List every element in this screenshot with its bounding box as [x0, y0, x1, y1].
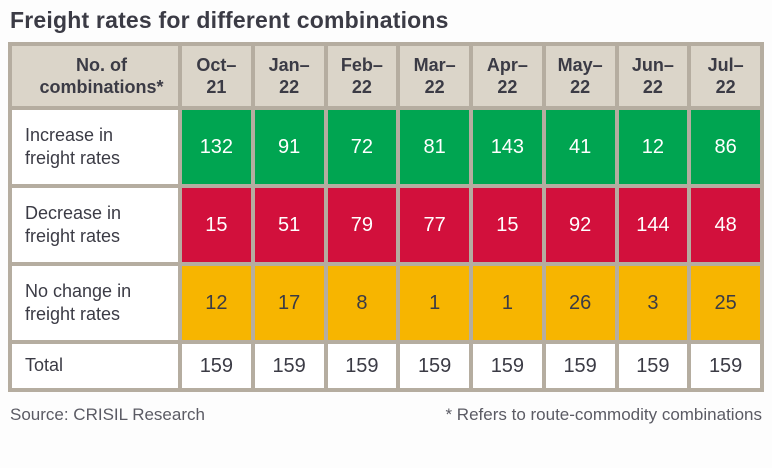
value-cell: 12: [614, 106, 692, 188]
value-cell: 132: [178, 106, 255, 188]
value-cell: 1: [469, 262, 546, 344]
value-cell: 86: [687, 106, 764, 188]
page-title: Freight rates for different combinations: [10, 7, 449, 33]
value-cell: 81: [396, 106, 473, 188]
value-cell: 1: [396, 262, 473, 344]
header-month: Apr– 22: [469, 42, 546, 110]
value-cell: 144: [614, 184, 692, 266]
value-cell: 41: [541, 106, 619, 188]
freight-rates-table: No. of combinations* Oct– 21 Jan– 22 Feb– …: [8, 42, 764, 392]
table-row: Increase in freight rates 132 91 72 81 143 41 1…: [8, 106, 764, 188]
value-cell: 25: [687, 262, 764, 344]
value-cell: 143: [469, 106, 546, 188]
header-month: Oct– 21: [178, 42, 255, 110]
value-cell: 15: [469, 184, 546, 266]
header-month: May– 22: [541, 42, 619, 110]
value-cell: 92: [541, 184, 619, 266]
value-cell: 159: [614, 340, 692, 392]
row-label: Increase in freight rates: [8, 106, 182, 188]
value-cell: 159: [250, 340, 328, 392]
table-footer: Source: CRISIL Research * Refers to rout…: [8, 392, 764, 425]
value-cell: 48: [687, 184, 764, 266]
header-month: Mar– 22: [396, 42, 473, 110]
row-label: No change in freight rates: [8, 262, 182, 344]
source-text: Source: CRISIL Research: [10, 405, 205, 424]
value-cell: 8: [323, 262, 401, 344]
row-label: Decrease in freight rates: [8, 184, 182, 266]
value-cell: 159: [396, 340, 473, 392]
table-row: Decrease in freight rates 15 51 79 77 15 92 144…: [8, 184, 764, 266]
value-cell: 77: [396, 184, 473, 266]
page: Freight rates for different combinations…: [8, 7, 764, 425]
header-month: Feb– 22: [323, 42, 401, 110]
footnote-text: * Refers to route-commodity combinations: [445, 405, 762, 424]
table-row: Total 159 159 159 159 159 159 159 159: [8, 340, 764, 392]
value-cell: 17: [250, 262, 328, 344]
value-cell: 159: [178, 340, 255, 392]
header-month: Jun– 22: [614, 42, 692, 110]
table-body: Increase in freight rates 132 91 72 81 143 41 1…: [8, 106, 764, 392]
table-header-row: No. of combinations* Oct– 21 Jan– 22 Feb– …: [8, 42, 764, 110]
value-cell: 159: [541, 340, 619, 392]
header-month: Jan– 22: [250, 42, 328, 110]
table-row: No change in freight rates 12 17 8 1 1 26 3 25: [8, 262, 764, 344]
value-cell: 159: [687, 340, 764, 392]
value-cell: 159: [323, 340, 401, 392]
value-cell: 79: [323, 184, 401, 266]
value-cell: 15: [178, 184, 255, 266]
header-month: Jul– 22: [687, 42, 764, 110]
value-cell: 91: [250, 106, 328, 188]
value-cell: 3: [614, 262, 692, 344]
value-cell: 12: [178, 262, 255, 344]
header-label-column: No. of combinations*: [8, 42, 182, 110]
row-label: Total: [8, 340, 182, 392]
value-cell: 159: [469, 340, 546, 392]
value-cell: 51: [250, 184, 328, 266]
value-cell: 72: [323, 106, 401, 188]
value-cell: 26: [541, 262, 619, 344]
